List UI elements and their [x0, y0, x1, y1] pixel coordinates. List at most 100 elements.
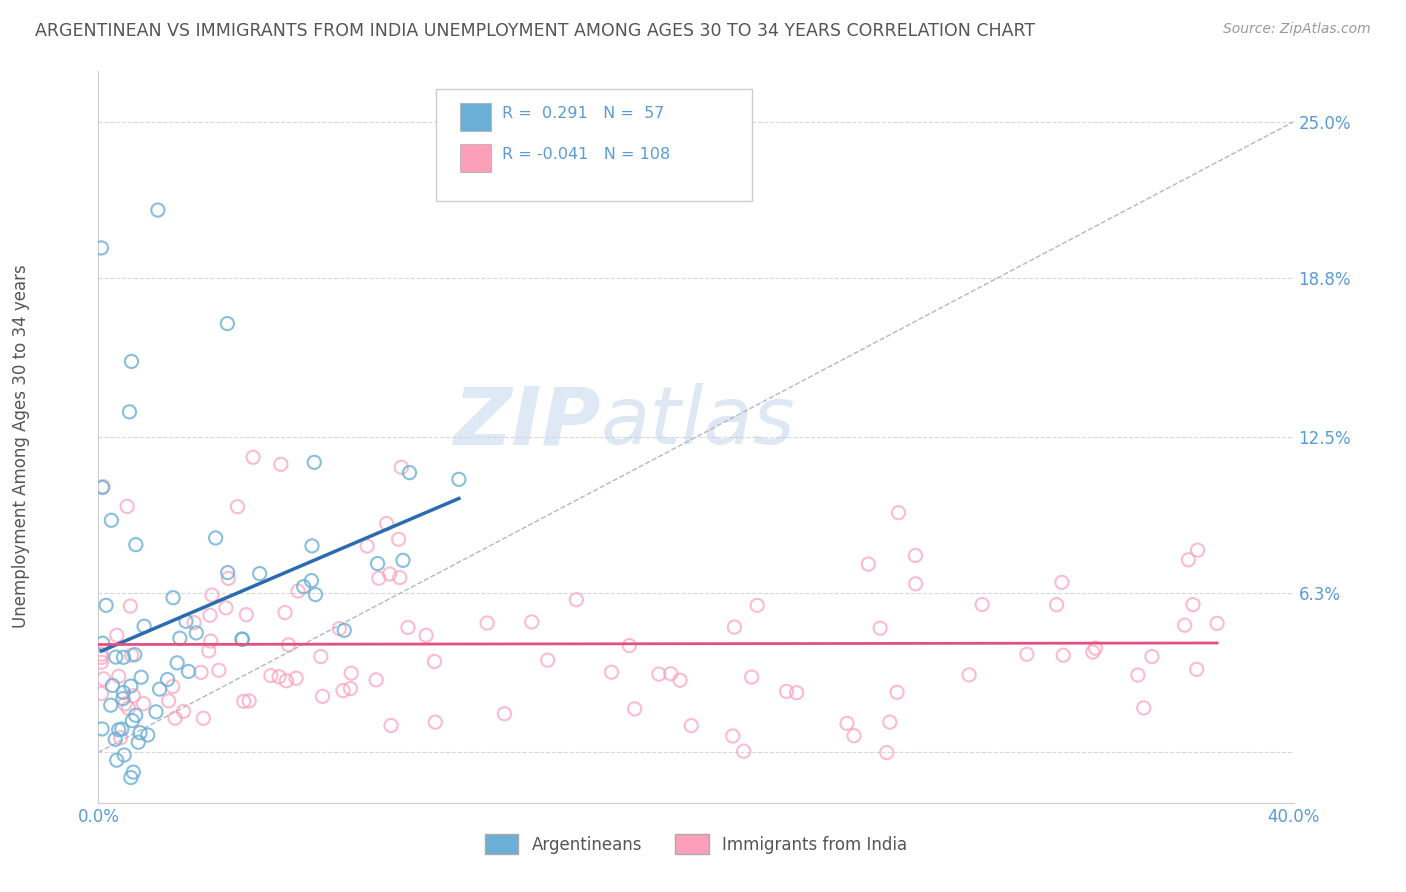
Point: [235, 607, 257, 622]
Point: [120, 679, 142, 693]
Point: [340, 666, 363, 681]
Point: [1084, 641, 1107, 656]
Point: [238, 694, 260, 708]
Point: [121, 354, 143, 368]
Point: [1081, 645, 1104, 659]
Point: [162, 591, 184, 605]
Point: [120, 599, 142, 613]
Point: [183, 615, 205, 630]
Point: [129, 725, 152, 739]
Point: [200, 634, 222, 648]
Point: [1177, 553, 1199, 567]
Point: [121, 648, 143, 663]
Point: [1174, 618, 1197, 632]
Point: [215, 600, 238, 615]
Point: [100, 698, 122, 713]
Point: [274, 606, 297, 620]
Point: [565, 592, 588, 607]
Point: [112, 650, 135, 665]
Point: [447, 472, 470, 486]
Point: [721, 729, 744, 743]
Point: [217, 571, 239, 585]
Point: [378, 566, 401, 581]
Point: [166, 656, 188, 670]
Point: [226, 500, 249, 514]
Point: [786, 686, 808, 700]
Point: [876, 746, 898, 760]
Point: [619, 639, 641, 653]
Point: [104, 650, 127, 665]
Point: [1181, 598, 1204, 612]
Point: [1045, 598, 1067, 612]
Point: [425, 715, 447, 730]
Point: [157, 694, 180, 708]
Point: [387, 533, 409, 547]
Point: [165, 711, 187, 725]
Point: [388, 571, 411, 585]
Point: [117, 701, 139, 715]
Point: [747, 599, 769, 613]
Text: Unemployment Among Ages 30 to 34 years: Unemployment Among Ages 30 to 34 years: [13, 264, 30, 628]
Point: [301, 574, 323, 588]
Point: [90, 655, 112, 669]
Point: [1206, 616, 1229, 631]
Point: [301, 539, 323, 553]
Point: [134, 619, 156, 633]
Point: [156, 673, 179, 687]
Point: [105, 628, 128, 642]
Point: [904, 576, 927, 591]
Point: [201, 588, 224, 602]
Point: [120, 771, 142, 785]
Point: [91, 481, 114, 495]
Point: [111, 691, 134, 706]
Point: [118, 405, 141, 419]
Point: [600, 665, 623, 680]
Point: [879, 715, 901, 730]
Point: [122, 689, 145, 703]
Point: [1050, 575, 1073, 590]
Point: [186, 626, 208, 640]
Point: [398, 466, 420, 480]
Point: [304, 588, 326, 602]
Point: [396, 620, 419, 634]
Point: [380, 718, 402, 732]
Text: ARGENTINEAN VS IMMIGRANTS FROM INDIA UNEMPLOYMENT AMONG AGES 30 TO 34 YEARS CORR: ARGENTINEAN VS IMMIGRANTS FROM INDIA UNE…: [35, 22, 1035, 40]
Point: [309, 649, 332, 664]
Point: [217, 317, 239, 331]
Point: [537, 653, 560, 667]
Point: [869, 621, 891, 635]
Point: [91, 479, 114, 493]
Point: [217, 566, 239, 580]
Point: [124, 648, 146, 662]
Point: [112, 685, 135, 699]
Point: [122, 765, 145, 780]
Point: [1140, 649, 1163, 664]
Point: [304, 455, 326, 469]
Point: [132, 697, 155, 711]
Point: [356, 539, 378, 553]
Point: [367, 571, 389, 585]
Point: [367, 557, 389, 571]
Point: [1052, 648, 1074, 663]
Point: [1015, 647, 1038, 661]
Text: R = -0.041   N = 108: R = -0.041 N = 108: [502, 147, 671, 161]
Point: [415, 628, 437, 642]
Text: R =  0.291   N =  57: R = 0.291 N = 57: [502, 106, 664, 120]
Point: [107, 669, 129, 683]
Point: [204, 531, 226, 545]
Point: [681, 718, 703, 732]
Point: [835, 716, 858, 731]
Point: [104, 732, 127, 747]
Point: [249, 566, 271, 581]
Point: [741, 670, 763, 684]
Point: [90, 647, 112, 661]
Point: [193, 711, 215, 725]
Point: [842, 729, 865, 743]
Point: [270, 458, 292, 472]
Point: [775, 684, 797, 698]
Text: atlas: atlas: [600, 384, 796, 461]
Point: [231, 632, 253, 647]
Point: [129, 670, 152, 684]
Point: [162, 680, 184, 694]
Point: [1132, 701, 1154, 715]
